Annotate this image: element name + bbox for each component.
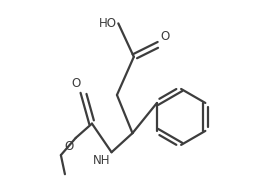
Text: O: O xyxy=(65,140,74,153)
Text: O: O xyxy=(161,30,170,43)
Text: HO: HO xyxy=(99,17,116,30)
Text: NH: NH xyxy=(93,154,111,167)
Text: O: O xyxy=(71,77,80,90)
